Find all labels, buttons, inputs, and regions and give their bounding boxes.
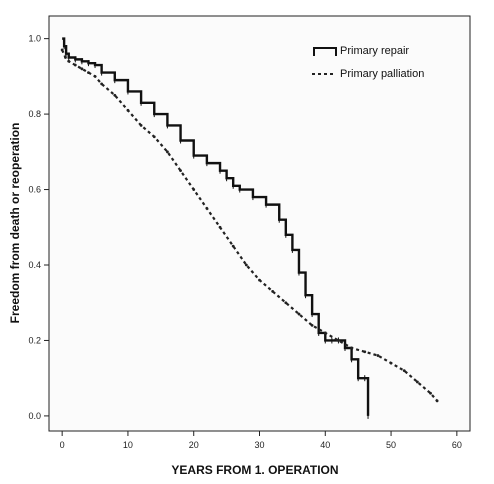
data-point-primary-palliation xyxy=(244,263,248,267)
data-point-primary-palliation xyxy=(402,369,406,373)
y-axis-title: Freedom from death or reoperation xyxy=(8,123,22,324)
data-point-primary-palliation xyxy=(337,339,340,342)
data-point-primary-palliation xyxy=(73,63,77,67)
data-point-primary-palliation xyxy=(271,290,275,293)
legend-label-primary-repair: Primary repair xyxy=(340,45,409,57)
x-tick-label: 0 xyxy=(60,440,65,450)
data-point-primary-palliation xyxy=(80,67,84,71)
data-point-primary-palliation xyxy=(192,188,196,191)
data-point-primary-palliation xyxy=(363,350,367,354)
y-tick-label: 1.0 xyxy=(28,34,41,44)
legend-swatch-primary-repair xyxy=(313,47,337,56)
data-point-primary-palliation xyxy=(231,244,235,248)
data-point-primary-palliation xyxy=(126,108,130,112)
data-point-primary-palliation xyxy=(139,124,143,127)
x-tick-label: 60 xyxy=(452,440,462,450)
data-point-primary-palliation xyxy=(376,354,380,357)
data-point-primary-palliation xyxy=(87,71,90,74)
x-tick-label: 10 xyxy=(123,440,133,450)
x-tick-label: 40 xyxy=(320,440,330,450)
data-point-primary-palliation xyxy=(93,74,97,78)
data-point-primary-palliation xyxy=(310,323,314,327)
data-point-primary-palliation xyxy=(60,48,64,52)
data-point-primary-palliation xyxy=(389,361,393,365)
data-point-primary-palliation xyxy=(205,207,209,210)
data-point-primary-palliation xyxy=(67,59,71,63)
data-point-primary-palliation xyxy=(435,399,439,403)
legend-label-primary-palliation: Primary palliation xyxy=(340,68,424,80)
data-point-primary-palliation xyxy=(179,169,182,173)
y-tick-label: 0.0 xyxy=(28,411,41,421)
data-point-primary-palliation xyxy=(415,380,419,384)
series-layer xyxy=(60,37,439,419)
data-point-primary-palliation xyxy=(323,331,327,335)
data-point-primary-palliation xyxy=(64,56,67,59)
y-tick-label: 0.2 xyxy=(28,335,41,345)
y-tick-label: 0.6 xyxy=(28,185,41,195)
data-point-primary-palliation xyxy=(258,278,261,282)
data-point-primary-palliation xyxy=(350,346,353,350)
data-point-primary-palliation xyxy=(152,135,156,139)
x-tick-label: 50 xyxy=(386,440,396,450)
data-point-primary-palliation xyxy=(297,312,301,316)
y-tick-label: 0.4 xyxy=(28,260,41,270)
data-point-primary-palliation xyxy=(429,391,432,395)
x-tick-label: 30 xyxy=(254,440,264,450)
data-point-primary-palliation xyxy=(100,82,104,86)
legend: Primary repair Primary palliation xyxy=(312,45,424,80)
data-point-primary-palliation xyxy=(284,301,288,305)
x-tick-label: 20 xyxy=(189,440,199,450)
x-axis-title: YEARS FROM 1. OPERATION xyxy=(171,463,338,477)
x-axis: 0 10 20 30 40 50 60 xyxy=(60,431,462,450)
plot-frame xyxy=(48,15,471,432)
data-point-primary-palliation xyxy=(218,225,222,229)
y-axis: 0.0 0.2 0.4 0.6 0.8 1.0 xyxy=(28,34,49,421)
data-point-primary-palliation xyxy=(113,93,117,97)
data-point-primary-palliation xyxy=(166,150,169,154)
y-tick-label: 0.8 xyxy=(28,109,41,119)
